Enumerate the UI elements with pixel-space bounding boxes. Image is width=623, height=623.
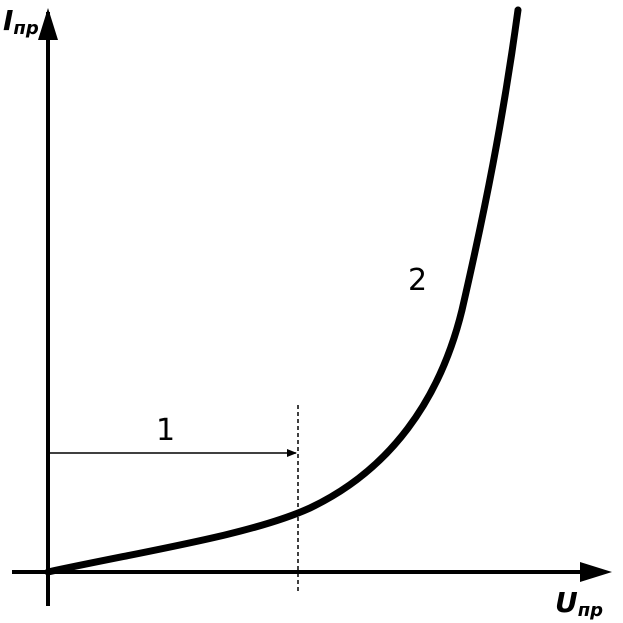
x-label-sub: пр bbox=[578, 600, 603, 621]
x-axis-arrow bbox=[580, 562, 612, 582]
y-label-sub: пр bbox=[13, 18, 38, 39]
iv-curve bbox=[44, 6, 522, 576]
y-axis-label: Iпр bbox=[3, 4, 39, 39]
label-1: 1 bbox=[156, 413, 175, 448]
x-axis-label: Uпр bbox=[555, 586, 603, 621]
y-label-main: I bbox=[3, 4, 13, 37]
label-2: 2 bbox=[408, 263, 427, 298]
x-label-main: U bbox=[555, 586, 578, 619]
y-axis-arrow bbox=[38, 8, 58, 40]
